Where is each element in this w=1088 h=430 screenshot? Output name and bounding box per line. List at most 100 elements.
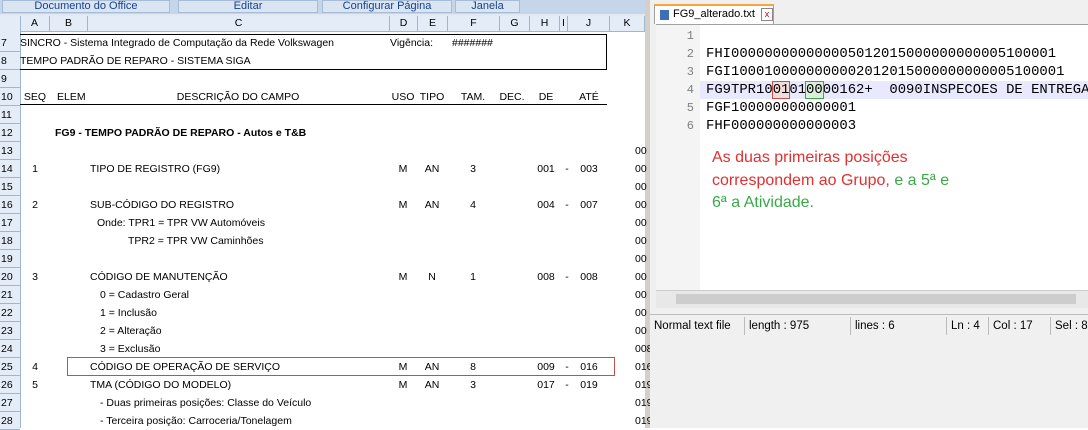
current-line — [700, 81, 1088, 99]
cell: 00 — [635, 253, 647, 265]
cell: SINCRO - Sistema Integrado de Computação… — [20, 37, 335, 49]
column-header: J — [568, 16, 610, 31]
cell: ELEM — [57, 91, 86, 103]
tab[interactable]: FG9_alterado.txt x — [654, 4, 774, 24]
column-header: I — [560, 16, 568, 31]
cell: 004 — [537, 199, 555, 211]
scroll-thumb[interactable] — [676, 294, 1076, 304]
cell: 00 — [635, 289, 647, 301]
line-number: 4 — [686, 83, 694, 97]
cell: AN — [424, 361, 440, 373]
cell: 00 — [635, 217, 647, 229]
cell: ####### — [452, 37, 493, 49]
cell: 00 — [635, 325, 647, 337]
horizontal-scrollbar[interactable] — [656, 290, 1088, 308]
code-line: FG9TPR1001010000162+ 0090INSPECOES DE EN… — [706, 81, 1088, 99]
code-line: FHI0000000000000050120150000000000051000… — [706, 45, 1056, 63]
row-header: 9 — [0, 70, 20, 88]
code-segment: FHI0000000000000050120150000000000051000… — [706, 46, 1057, 62]
column-header: B — [50, 16, 88, 31]
cell: 1 — [470, 271, 476, 283]
cell: TEMPO PADRÃO DE REPARO - SISTEMA SIGA — [20, 55, 251, 67]
menu-button[interactable]: Janela — [455, 0, 520, 13]
menu-button[interactable]: Documento do Office — [2, 0, 170, 13]
cell: 8 — [470, 361, 476, 373]
cell: 009 — [537, 361, 555, 373]
code-segment: 00 — [805, 81, 824, 99]
status-field: length : 975 — [744, 317, 848, 335]
cell: SEQ — [23, 91, 47, 103]
cell: FG9 - TEMPO PADRÃO DE REPARO - Autos e T… — [55, 127, 307, 139]
cell: 4 — [470, 199, 476, 211]
code-line: FGF100000000000001 — [706, 99, 856, 117]
status-field: Ln : 4 — [946, 317, 986, 335]
cell: 5 — [32, 379, 38, 391]
row-header: 13 — [0, 142, 20, 160]
cell: 00 — [635, 199, 647, 211]
row-header: 16 — [0, 196, 20, 214]
tab-close[interactable]: x — [761, 8, 773, 21]
cell: 3 — [32, 271, 38, 283]
row-header: 21 — [0, 286, 20, 304]
cell: 001 — [537, 163, 555, 175]
cell: 008 — [580, 271, 598, 283]
column-header: K — [610, 16, 645, 31]
line-number: 2 — [686, 47, 694, 61]
code-segment: 01 — [789, 82, 807, 98]
code-segment: FGF100000000000001 — [706, 100, 857, 116]
cell: SUB-CÓDIGO DO REGISTRO — [90, 199, 235, 211]
annotation: As duas primeiras posições correspondem … — [712, 147, 1012, 215]
annotation-green: e a 5ª e — [894, 171, 950, 189]
row-header: 15 — [0, 178, 20, 196]
cell: - — [565, 361, 569, 373]
annotation-red: correspondem ao Grupo, — [712, 171, 890, 189]
cell: TAM. — [460, 91, 486, 103]
code-line: FGI1000100000000002012015000000000005100… — [706, 63, 1064, 81]
row-header: 22 — [0, 304, 20, 322]
cell: - Terceira posição: Carroceria/Tonelagem — [100, 415, 292, 427]
column-header: G — [500, 16, 530, 31]
status-bar: Normal text file length : 975 lines : 6 Ln … — [650, 314, 1088, 337]
cell: AN — [424, 163, 440, 175]
row-header: 27 — [0, 394, 20, 412]
code-segment: FG9TPR10 — [706, 82, 773, 98]
cell: CÓDIGO DE MANUTENÇÃO — [90, 271, 228, 283]
cell: 008 — [537, 271, 555, 283]
row-header: 26 — [0, 376, 20, 394]
line-number: 3 — [686, 65, 694, 79]
cell: TPR2 = TPR VW Caminhões — [128, 235, 264, 247]
editor-window: FG9_alterado.txt x 1 2 FHI0000000000000050… — [650, 0, 1088, 428]
row-header: 25 — [0, 358, 20, 376]
cell: 1 — [32, 163, 38, 175]
menu-button[interactable]: Editar — [178, 0, 318, 13]
row-header: 10 — [0, 88, 20, 106]
row-header: 24 — [0, 340, 20, 358]
cell: 016 — [580, 361, 598, 373]
row-header: 11 — [0, 106, 20, 124]
cell: 4 — [32, 361, 38, 373]
cell: - — [565, 271, 569, 283]
menu-button[interactable]: Configurar Página — [322, 0, 452, 13]
cell: 019 — [580, 379, 598, 391]
row-header: 23 — [0, 322, 20, 340]
line-number: 1 — [686, 29, 694, 43]
cell: - — [565, 379, 569, 391]
cell: 0 = Cadastro Geral — [100, 289, 190, 301]
highlight-box — [67, 357, 615, 376]
cell: AN — [424, 379, 440, 391]
cell: 1 = Inclusão — [100, 307, 157, 319]
column-header: H — [530, 16, 560, 31]
status-field: Col : 17 — [988, 317, 1048, 335]
cell: 019 — [635, 379, 653, 391]
cell: 3 — [470, 163, 476, 175]
cell: 00 — [635, 307, 647, 319]
code-segment: FHF000000000000003 — [706, 118, 857, 134]
cell: 00 — [635, 181, 647, 193]
cell: TMA (CÓDIGO DO MODELO) — [90, 379, 232, 391]
cell: 3 — [470, 379, 476, 391]
code-line: FHF000000000000003 — [706, 117, 856, 135]
column-header: A — [20, 16, 50, 31]
cell: AN — [424, 199, 440, 211]
cell: M — [398, 361, 408, 373]
